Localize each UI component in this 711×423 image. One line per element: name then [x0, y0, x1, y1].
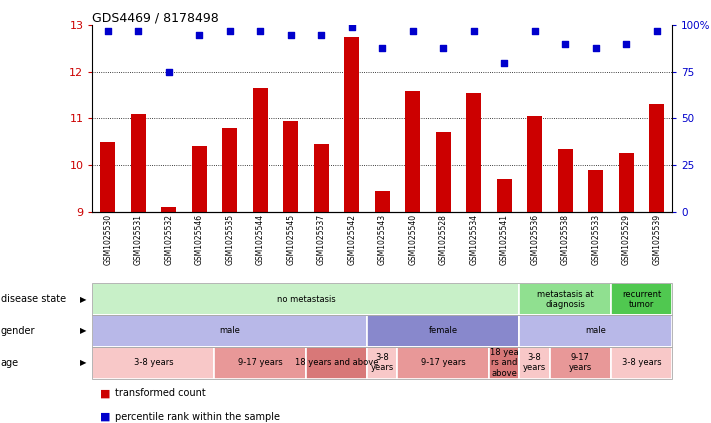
Bar [222, 128, 237, 212]
Bar [588, 170, 603, 212]
Point [468, 27, 479, 34]
Bar [527, 116, 542, 212]
Point [255, 27, 266, 34]
Point [407, 27, 418, 34]
Text: female: female [429, 327, 458, 335]
Text: recurrent
tumor: recurrent tumor [622, 290, 661, 309]
Text: ■: ■ [100, 412, 110, 422]
Text: 18 years and above: 18 years and above [294, 358, 378, 367]
Bar [161, 207, 176, 212]
Point [376, 44, 387, 51]
Point [224, 27, 235, 34]
Text: ▶: ▶ [80, 358, 87, 367]
Text: 3-8
years: 3-8 years [370, 353, 394, 372]
Text: 3-8 years: 3-8 years [134, 358, 173, 367]
Text: 18 yea
rs and
above: 18 yea rs and above [490, 348, 518, 378]
Text: ▶: ▶ [80, 327, 87, 335]
Text: 9-17 years: 9-17 years [237, 358, 282, 367]
Bar [619, 154, 634, 212]
Bar [252, 88, 268, 212]
Text: 9-17
years: 9-17 years [569, 353, 592, 372]
Text: 9-17 years: 9-17 years [421, 358, 466, 367]
Text: 3-8
years: 3-8 years [523, 353, 546, 372]
Point [316, 31, 327, 38]
Point [163, 69, 174, 75]
Text: no metastasis: no metastasis [277, 295, 336, 304]
Bar [405, 91, 420, 212]
Bar [344, 37, 359, 212]
Point [590, 44, 602, 51]
Point [529, 27, 540, 34]
Bar [314, 144, 328, 212]
Bar [283, 121, 299, 212]
Point [132, 27, 144, 34]
Bar [100, 142, 115, 212]
Bar [375, 191, 390, 212]
Point [346, 24, 358, 30]
Text: metastasis at
diagnosis: metastasis at diagnosis [537, 290, 594, 309]
Bar [466, 93, 481, 212]
Text: ▶: ▶ [80, 295, 87, 304]
Point [621, 41, 632, 47]
Point [651, 27, 663, 34]
Bar [557, 149, 573, 212]
Point [437, 44, 449, 51]
Text: male: male [219, 327, 240, 335]
Text: GDS4469 / 8178498: GDS4469 / 8178498 [92, 11, 219, 24]
Point [285, 31, 296, 38]
Point [560, 41, 571, 47]
Bar [436, 132, 451, 212]
Text: gender: gender [1, 326, 36, 336]
Text: male: male [585, 327, 606, 335]
Text: age: age [1, 358, 18, 368]
Bar [131, 114, 146, 212]
Text: percentile rank within the sample: percentile rank within the sample [115, 412, 280, 422]
Bar [191, 146, 207, 212]
Bar [649, 104, 664, 212]
Point [102, 27, 113, 34]
Point [193, 31, 205, 38]
Point [498, 59, 510, 66]
Text: disease state: disease state [1, 294, 66, 304]
Bar [496, 179, 512, 212]
Text: ■: ■ [100, 388, 110, 398]
Text: 3-8 years: 3-8 years [621, 358, 661, 367]
Text: transformed count: transformed count [115, 388, 206, 398]
